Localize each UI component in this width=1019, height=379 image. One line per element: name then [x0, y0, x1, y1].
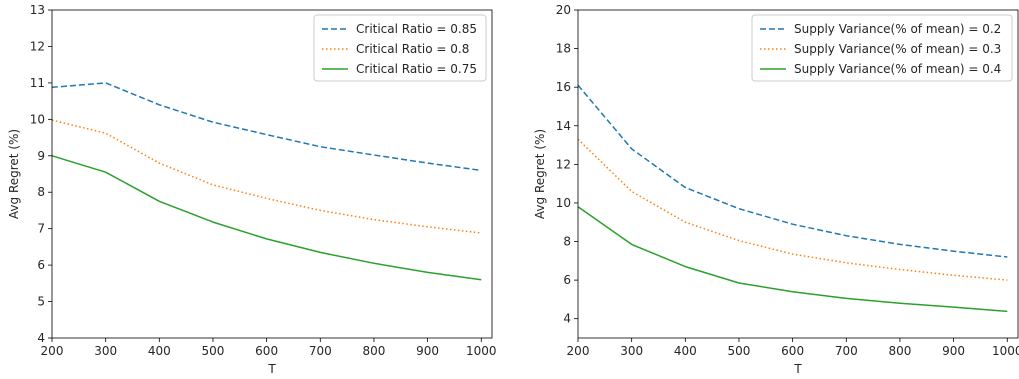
y-tick-label: 5	[37, 295, 45, 309]
x-tick-label: 300	[94, 344, 117, 358]
y-axis-label: Avg Regret (%)	[533, 129, 547, 219]
x-tick-label: 900	[942, 344, 965, 358]
y-tick-label: 12	[30, 39, 45, 53]
series-line-3	[577, 206, 1008, 313]
y-tick-label: 6	[37, 258, 45, 272]
y-tick-label: 16	[556, 80, 571, 94]
legend-label: Critical Ratio = 0.75	[356, 62, 477, 76]
y-tick-label: 6	[563, 273, 571, 287]
y-tick-label: 13	[30, 3, 45, 17]
y-tick-label: 7	[37, 222, 45, 236]
x-tick-label: 500	[202, 344, 225, 358]
y-tick-label: 8	[563, 235, 571, 249]
x-tick-label: 200	[41, 344, 64, 358]
x-tick-label: 600	[255, 344, 278, 358]
chart-panel-1: 4 5 6 7 8 9 10 11 12 13 200 300 400 500 600 700 800 900 10…	[7, 3, 497, 376]
chart-panel-2: 4 6 8 10 12 14 16 18 20 200 300 400 500 600 700 800 900 1…	[533, 3, 1019, 376]
series-line-2	[51, 119, 482, 234]
y-tick-label: 11	[30, 76, 45, 90]
y-tick-label: 4	[37, 331, 45, 345]
series-line-1	[51, 82, 482, 172]
legend-label: Supply Variance(% of mean) = 0.3	[794, 42, 1001, 56]
x-tick-label: 400	[674, 344, 697, 358]
legend-box	[751, 14, 1013, 82]
x-tick-label: 400	[148, 344, 171, 358]
x-axis-label: T	[267, 362, 276, 376]
plot-frame	[577, 9, 1019, 339]
y-tick-label: 10	[30, 112, 45, 126]
x-tick-label: 1000	[992, 344, 1019, 358]
y-axis-label: Avg Regret (%)	[7, 129, 21, 219]
series-line-1	[577, 84, 1008, 258]
x-tick-label: 800	[888, 344, 911, 358]
y-tick-label: 18	[556, 42, 571, 56]
x-axis-label: T	[793, 362, 802, 376]
y-tick-label: 20	[556, 3, 571, 17]
series-line-2	[577, 138, 1008, 281]
legend-box	[313, 14, 487, 82]
legend: Critical Ratio = 0.85 Critical Ratio = 0.…	[313, 14, 487, 82]
x-tick-label: 300	[620, 344, 643, 358]
x-tick-label: 900	[416, 344, 439, 358]
x-tick-label: 700	[835, 344, 858, 358]
x-tick-label: 200	[567, 344, 590, 358]
x-tick-label: 800	[362, 344, 385, 358]
series-line-3	[51, 155, 482, 281]
x-tick-label: 600	[781, 344, 804, 358]
x-tick-label: 700	[309, 344, 332, 358]
y-tick-label: 14	[556, 119, 571, 133]
y-tick-label: 9	[37, 149, 45, 163]
legend-label: Supply Variance(% of mean) = 0.4	[794, 62, 1001, 76]
y-tick-label: 10	[556, 196, 571, 210]
plot-frame	[51, 9, 493, 339]
y-tick-label: 4	[563, 312, 571, 326]
legend-label: Supply Variance(% of mean) = 0.2	[794, 22, 1001, 36]
y-tick-label: 12	[556, 157, 571, 171]
legend-label: Critical Ratio = 0.85	[356, 22, 477, 36]
y-tick-label: 8	[37, 185, 45, 199]
legend-label: Critical Ratio = 0.8	[356, 42, 469, 56]
x-tick-label: 500	[728, 344, 751, 358]
legend: Supply Variance(% of mean) = 0.2 Supply V…	[751, 14, 1013, 82]
x-tick-label: 1000	[466, 344, 497, 358]
